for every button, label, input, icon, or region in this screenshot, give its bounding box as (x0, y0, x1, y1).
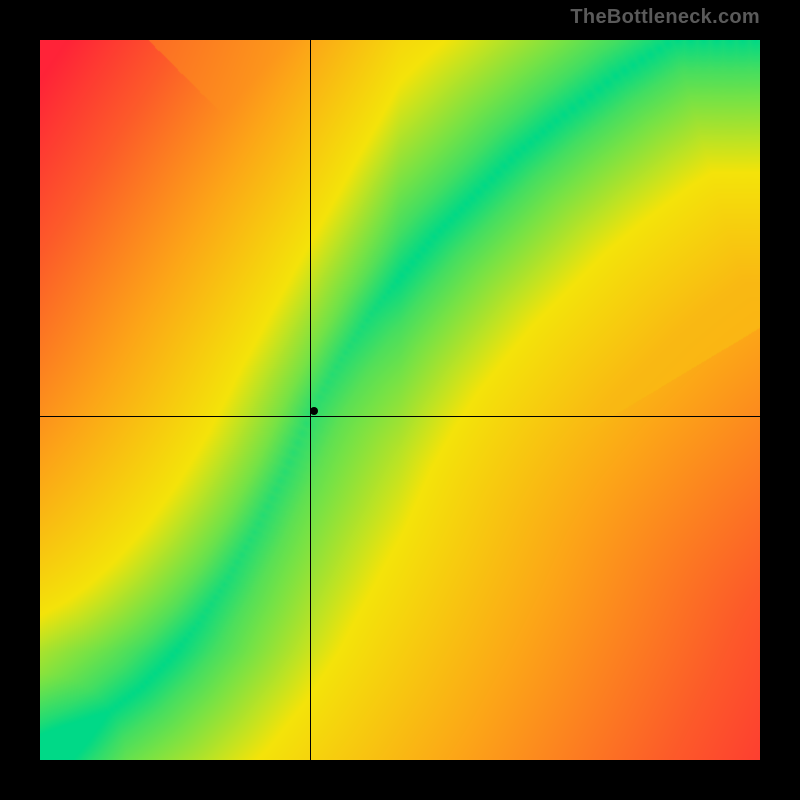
selection-marker (310, 407, 318, 415)
watermark-text: TheBottleneck.com (570, 6, 760, 29)
crosshair-horizontal (40, 416, 760, 417)
heatmap-canvas (40, 40, 760, 760)
crosshair-vertical (310, 40, 311, 760)
bottleneck-heatmap (40, 40, 760, 760)
